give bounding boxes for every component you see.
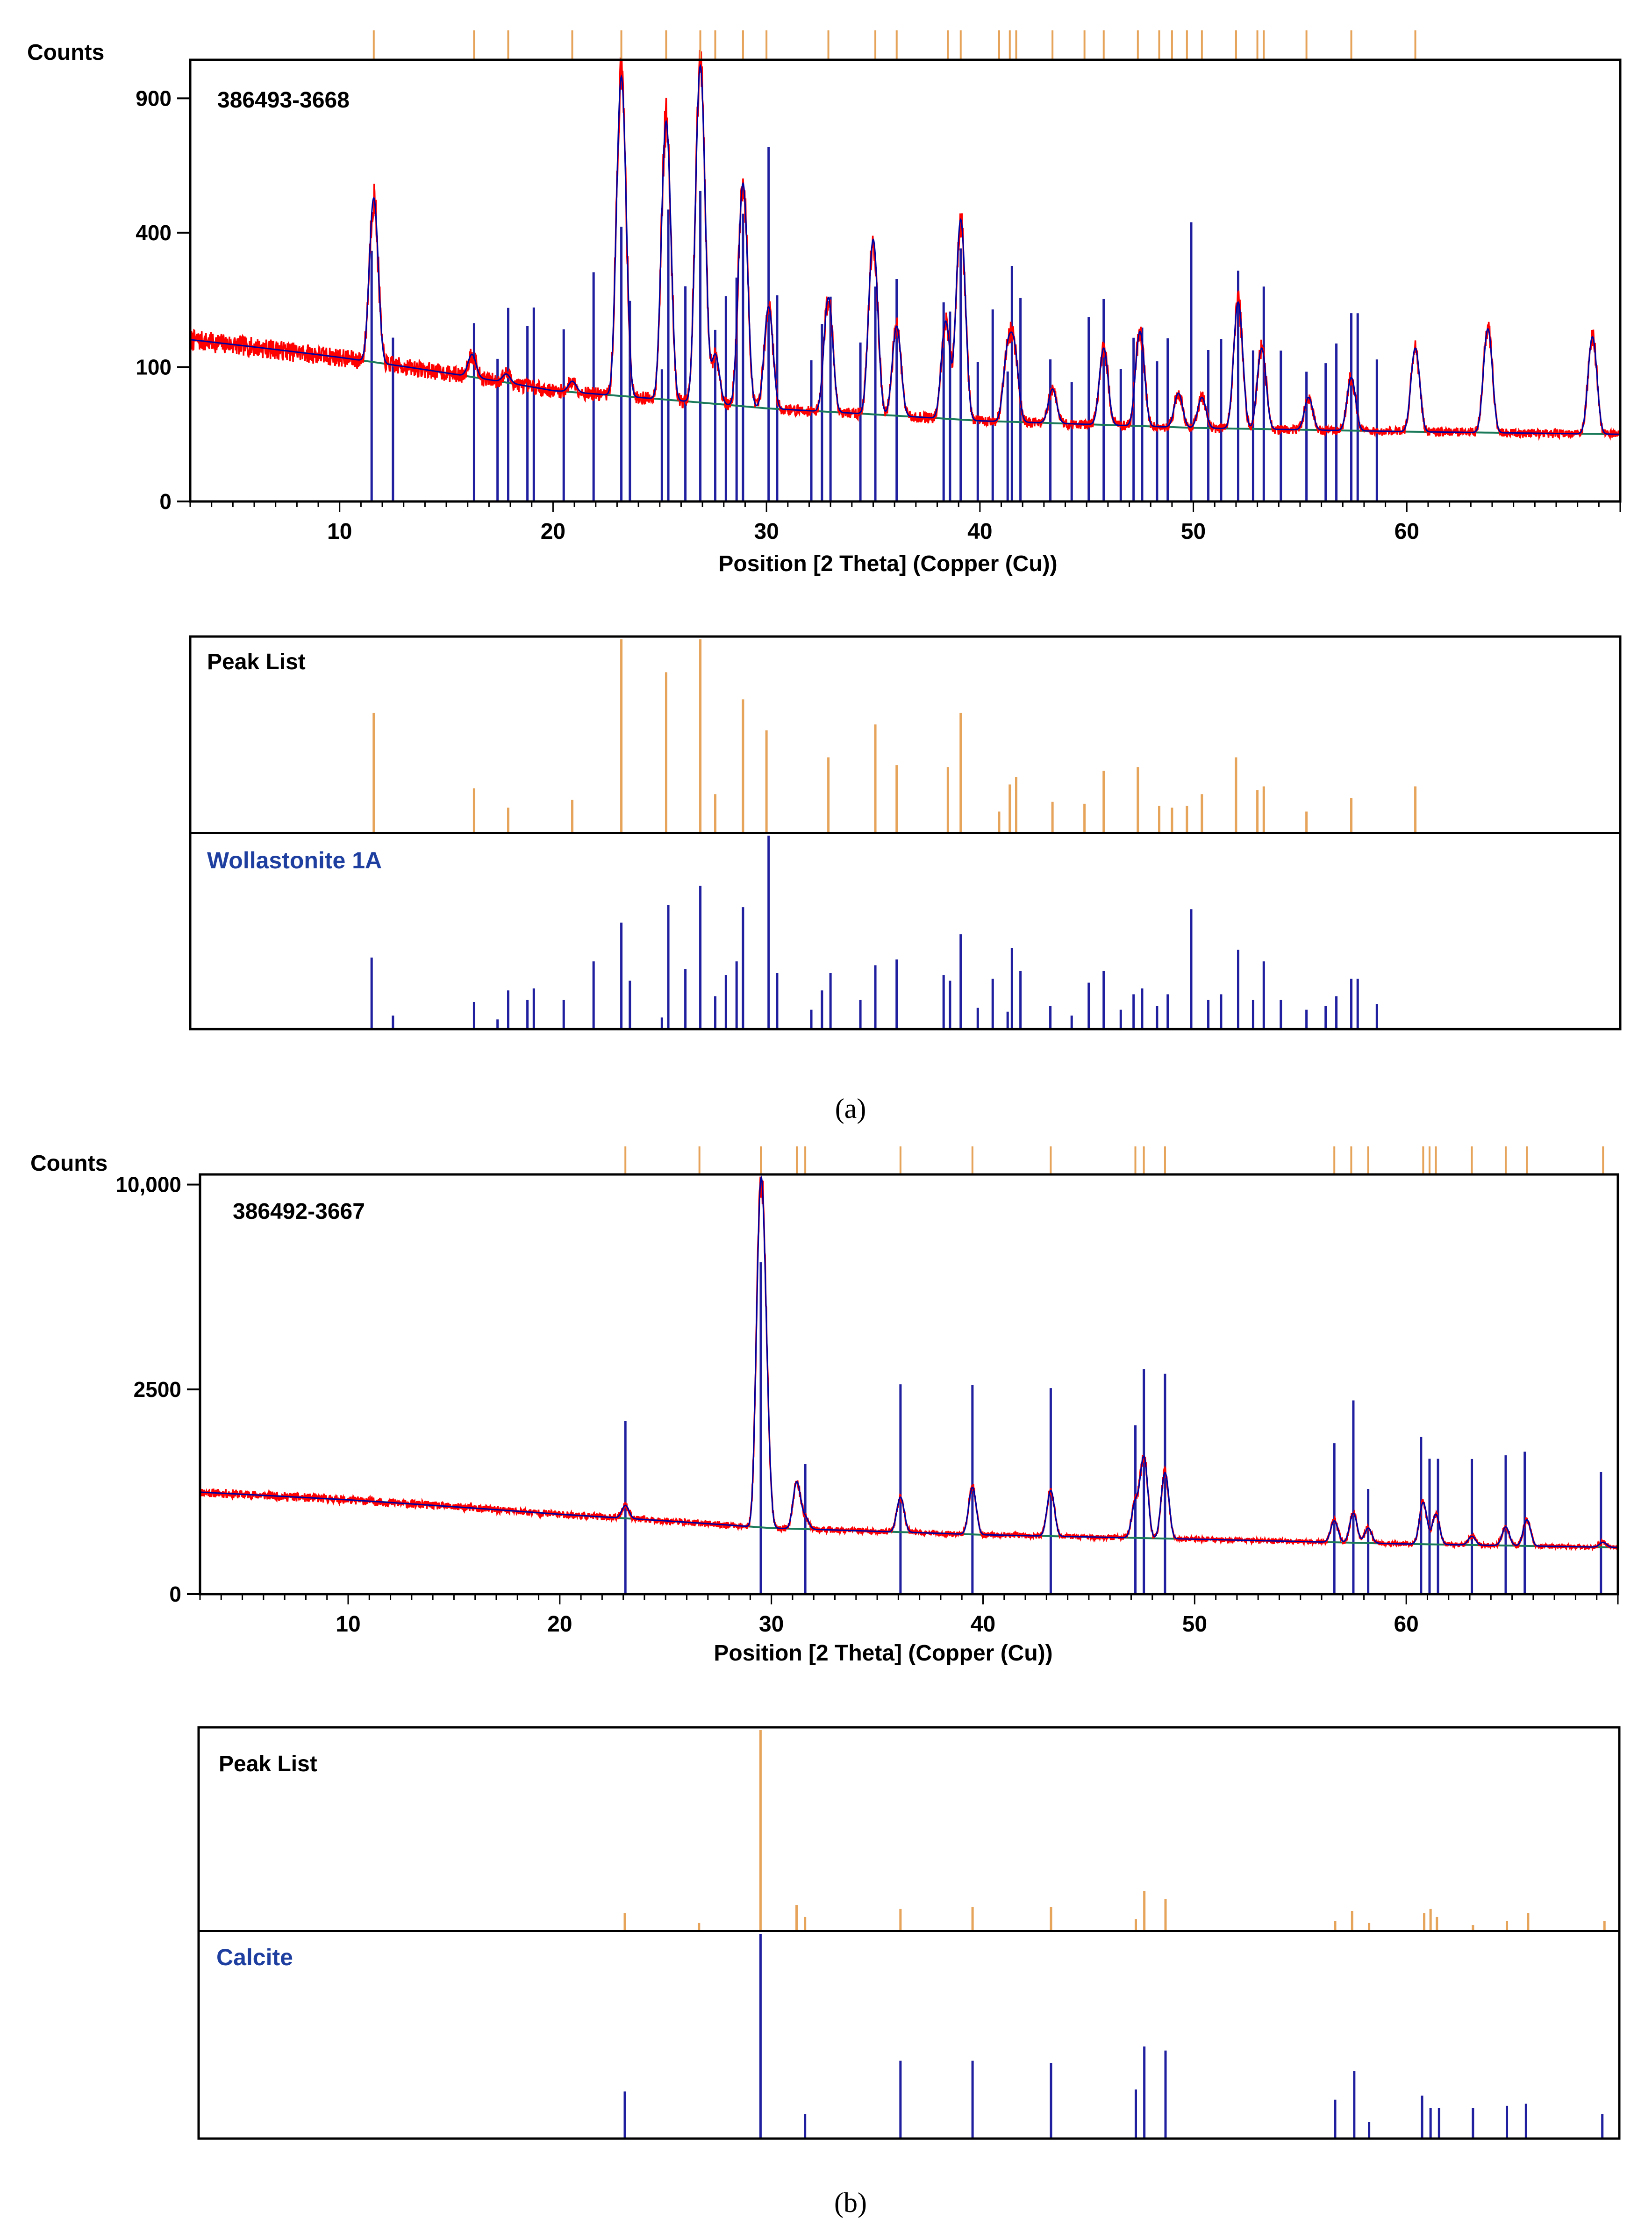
- panel-a: Counts 0 100 400 900 10 20 30 40 50 60 386493-366…: [27, 30, 1622, 1124]
- panel-a-ytick-label: 0: [159, 489, 172, 514]
- panel-b-stick-plots: [623, 1730, 1606, 2139]
- panel-b-peaklist-label: Peak List: [219, 1752, 317, 1776]
- panel-b: Counts 0 2500 10,000 10 20 30 40 50 60 386492-36…: [30, 1146, 1621, 2218]
- panel-a-ytick-label: 900: [136, 86, 172, 110]
- panel-b-reference-phase: Calcite: [216, 1944, 293, 1970]
- panel-b-xtick-label: 30: [759, 1612, 784, 1637]
- panel-b-xtick-label: 40: [971, 1612, 995, 1637]
- panel-b-ytick-label: 10,000: [115, 1173, 181, 1197]
- panel-b-main-plot: 0 2500 10,000 10 20 30 40 50 60: [115, 1146, 1619, 1637]
- panel-a-peaklist-label: Peak List: [207, 650, 306, 674]
- panel-a-fitted-profile: [190, 64, 1620, 435]
- panel-a-reference-sticks: [370, 147, 1378, 501]
- panel-a-stick-plots: [370, 639, 1417, 1029]
- panel-a-xtick-label: 20: [541, 519, 565, 544]
- panel-b-ytick-label: 2500: [134, 1377, 181, 1402]
- panel-b-sample-label: 386492-3667: [233, 1199, 365, 1224]
- panel-b-ylabel: Counts: [30, 1151, 107, 1176]
- panel-a-xtick-label: 30: [754, 519, 779, 544]
- panel-a-xtick-label: 10: [327, 519, 352, 544]
- panel-a-main-frame: [189, 58, 1622, 503]
- panel-a-main-plot: 0 100 400 900 10 20 30 40 50 60: [136, 30, 1621, 544]
- panel-a-ytick-label: 400: [136, 221, 172, 245]
- panel-a-xlabel: Position [2 Theta] (Copper (Cu)): [718, 551, 1057, 576]
- panel-a-reference-phase: Wollastonite 1A: [207, 847, 382, 873]
- panel-a-ytick-label: 100: [136, 355, 172, 379]
- panel-b-reference-sticks: [624, 1262, 1602, 1594]
- caption-a: (a): [835, 1093, 866, 1124]
- panel-a-observed-profile: [189, 50, 1621, 441]
- panel-b-xtick-label: 10: [336, 1612, 360, 1637]
- panel-b-stick-frame: [197, 1726, 1621, 2140]
- panel-b-xlabel: Position [2 Theta] (Copper (Cu)): [714, 1641, 1052, 1666]
- panel-a-xtick-label: 40: [967, 519, 992, 544]
- panel-b-observed-profile: [200, 1176, 1618, 1552]
- panel-b-main-frame: [199, 1173, 1619, 1596]
- panel-a-xtick-label: 50: [1181, 519, 1206, 544]
- panel-a-sample-label: 386493-3668: [217, 88, 350, 113]
- panel-b-xtick-label: 60: [1394, 1612, 1418, 1637]
- panel-b-xtick-label: 20: [547, 1612, 572, 1637]
- panel-b-ytick-label: 0: [169, 1582, 181, 1606]
- caption-b: (b): [834, 2187, 867, 2218]
- panel-a-xtick-label: 60: [1395, 519, 1419, 544]
- panel-b-fitted-profile: [200, 1175, 1618, 1548]
- panel-b-xtick-label: 50: [1182, 1612, 1207, 1637]
- panel-a-ylabel: Counts: [27, 40, 104, 65]
